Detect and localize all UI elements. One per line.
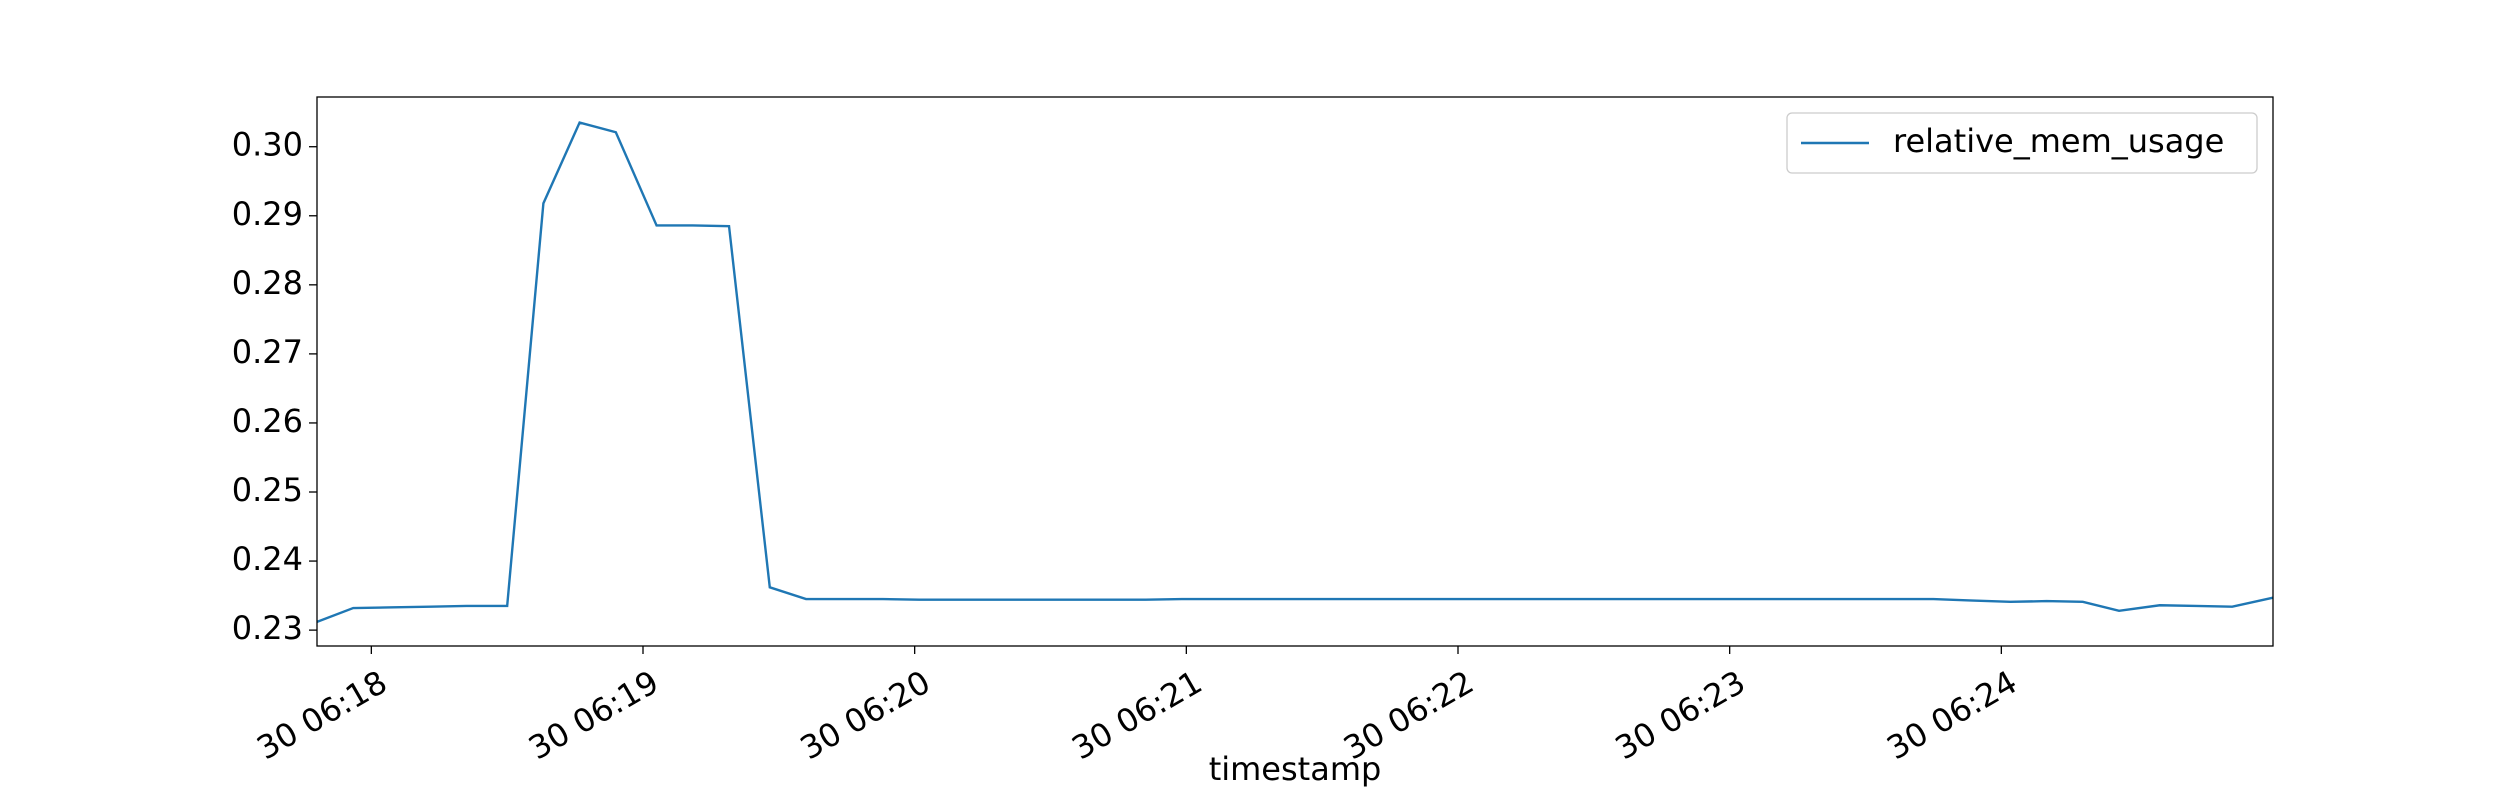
legend-label: relative_mem_usage	[1893, 122, 2224, 160]
x-axis-label: timestamp	[1209, 750, 1382, 788]
x-tick-label: 30 06:24	[1880, 663, 2023, 767]
y-tick-label: 0.24	[232, 540, 303, 578]
y-tick-label: 0.23	[232, 609, 303, 647]
x-tick-label: 30 06:20	[794, 663, 937, 767]
plot-frame	[316, 96, 2274, 647]
x-tick-label: 30 06:18	[250, 663, 393, 767]
y-tick-label: 0.27	[232, 333, 303, 371]
line	[316, 121, 2274, 623]
legend: relative_mem_usage	[1786, 112, 2258, 174]
x-tick-label: 30 06:19	[522, 663, 665, 767]
x-tick-label: 30 06:23	[1609, 663, 1752, 767]
y-tick-label: 0.28	[232, 264, 303, 302]
x-tick-label: 30 06:21	[1065, 663, 1208, 767]
y-tick-label: 0.26	[232, 402, 303, 440]
legend-box	[1786, 112, 2258, 174]
y-tick-label: 0.29	[232, 195, 303, 233]
y-tick-label: 0.30	[232, 126, 303, 164]
x-tick-label: 30 06:22	[1337, 663, 1480, 767]
y-tick-label: 0.25	[232, 471, 303, 509]
